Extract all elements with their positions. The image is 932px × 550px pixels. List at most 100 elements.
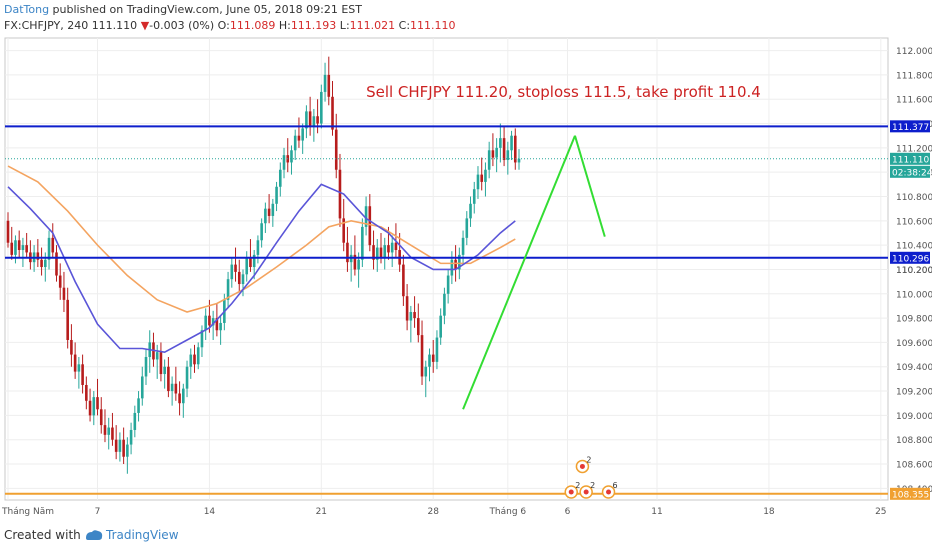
- event-marker-dot: [583, 489, 589, 495]
- candle-body: [267, 208, 271, 216]
- candle-body: [301, 128, 304, 141]
- candle-body: [394, 242, 398, 251]
- candle-body: [226, 279, 230, 300]
- candle-body: [55, 252, 58, 276]
- candle-body: [379, 247, 383, 258]
- event-marker-count: 2: [586, 455, 591, 464]
- candle-body: [58, 275, 62, 288]
- candle-body: [208, 315, 211, 326]
- candle-body: [353, 254, 357, 270]
- candle-body: [402, 264, 405, 297]
- high-label: H:: [275, 19, 291, 32]
- candle-body: [387, 245, 390, 253]
- last-price-tag: [890, 152, 930, 165]
- candle-body: [252, 254, 256, 268]
- candle-body: [204, 315, 207, 331]
- y-tick-label: 110.000: [896, 290, 932, 300]
- candle-body: [122, 439, 125, 457]
- chart-annotation: Sell CHFJPY 111.20, stoploss 111.5, take…: [366, 83, 761, 101]
- candle-body: [140, 376, 144, 399]
- footer: Created with TradingView: [0, 520, 932, 550]
- y-tick-label: 109.400: [896, 363, 932, 373]
- y-tick-label: 108.600: [896, 461, 932, 471]
- event-marker-dot: [579, 463, 585, 469]
- y-tick-label: 109.800: [896, 315, 932, 325]
- y-tick-label: 110.400: [896, 242, 932, 252]
- candle-body: [17, 240, 21, 251]
- y-tick-label: 108.800: [896, 436, 932, 446]
- candle-body: [450, 259, 454, 276]
- candle-body: [14, 240, 17, 255]
- candle-body: [114, 439, 118, 452]
- candle-body: [502, 138, 506, 161]
- candle-body: [278, 169, 282, 187]
- trend-line[interactable]: [462, 135, 576, 410]
- candle-body: [439, 315, 442, 338]
- candle-body: [234, 264, 237, 272]
- candle-body: [211, 318, 215, 326]
- candle-body: [472, 189, 476, 204]
- price-chart[interactable]: 112.000111.800111.600111.400111.200111.0…: [0, 0, 932, 520]
- candle-body: [342, 218, 345, 243]
- countdown-tag: [890, 165, 930, 178]
- level-price-label: 110.296: [892, 254, 929, 264]
- event-marker-count: 2: [575, 481, 580, 490]
- x-tick-label: 14: [204, 507, 216, 517]
- candle-body: [196, 347, 200, 365]
- candle-body: [44, 259, 47, 268]
- candle-body: [219, 322, 222, 331]
- candle-body: [487, 150, 491, 170]
- candle-body: [249, 257, 252, 268]
- candle-body: [237, 271, 241, 285]
- candle-body: [417, 318, 420, 336]
- x-tick-label: 25: [875, 507, 886, 517]
- candle-body: [92, 397, 96, 416]
- close-value: 111.110: [410, 19, 456, 32]
- candle-body: [137, 398, 140, 413]
- candle-body: [327, 74, 331, 97]
- candle-body: [454, 259, 457, 270]
- candle-body: [499, 138, 502, 148]
- publish-info: published on TradingView.com, June 05, 2…: [49, 3, 362, 16]
- trend-line[interactable]: [574, 135, 606, 237]
- tradingview-brand[interactable]: TradingView: [106, 528, 179, 542]
- candle-body: [264, 208, 267, 224]
- candle-body: [338, 169, 342, 219]
- candle-body: [375, 247, 379, 260]
- event-marker-dot: [606, 489, 612, 495]
- candle-body: [484, 169, 487, 182]
- candle-body: [81, 364, 84, 385]
- candle-body: [107, 427, 111, 435]
- low-value: 111.021: [349, 19, 396, 32]
- author-link[interactable]: DatTong: [4, 3, 50, 16]
- candle-body: [368, 206, 372, 246]
- candle-body: [465, 218, 469, 238]
- y-tick-label: 111.200: [896, 144, 932, 154]
- candle-body: [316, 116, 319, 124]
- candle-body: [409, 312, 413, 321]
- candle-body: [129, 429, 133, 445]
- candle-body: [458, 254, 461, 270]
- low-label: L:: [336, 19, 350, 32]
- candle-body: [85, 384, 88, 401]
- candle-body: [305, 111, 308, 129]
- candle-body: [185, 366, 189, 389]
- candle-body: [480, 174, 484, 182]
- open-value: 111.089: [229, 19, 276, 32]
- y-tick-label: 110.800: [896, 193, 932, 203]
- candle-body: [297, 135, 301, 141]
- candle-body: [21, 245, 25, 251]
- candle-body: [372, 245, 375, 260]
- level-price-tag: [890, 487, 930, 500]
- candle-body: [293, 135, 297, 151]
- candle-body: [308, 111, 312, 126]
- candle-body: [99, 409, 103, 426]
- candle-body: [230, 264, 234, 280]
- candle-body: [245, 257, 249, 275]
- candle-body: [70, 339, 73, 355]
- candle-body: [424, 366, 428, 377]
- countdown-label: 02:38:24: [892, 168, 932, 178]
- candle-body: [73, 354, 77, 372]
- open-label: O:: [214, 19, 230, 32]
- down-arrow-icon: ▼: [140, 19, 150, 32]
